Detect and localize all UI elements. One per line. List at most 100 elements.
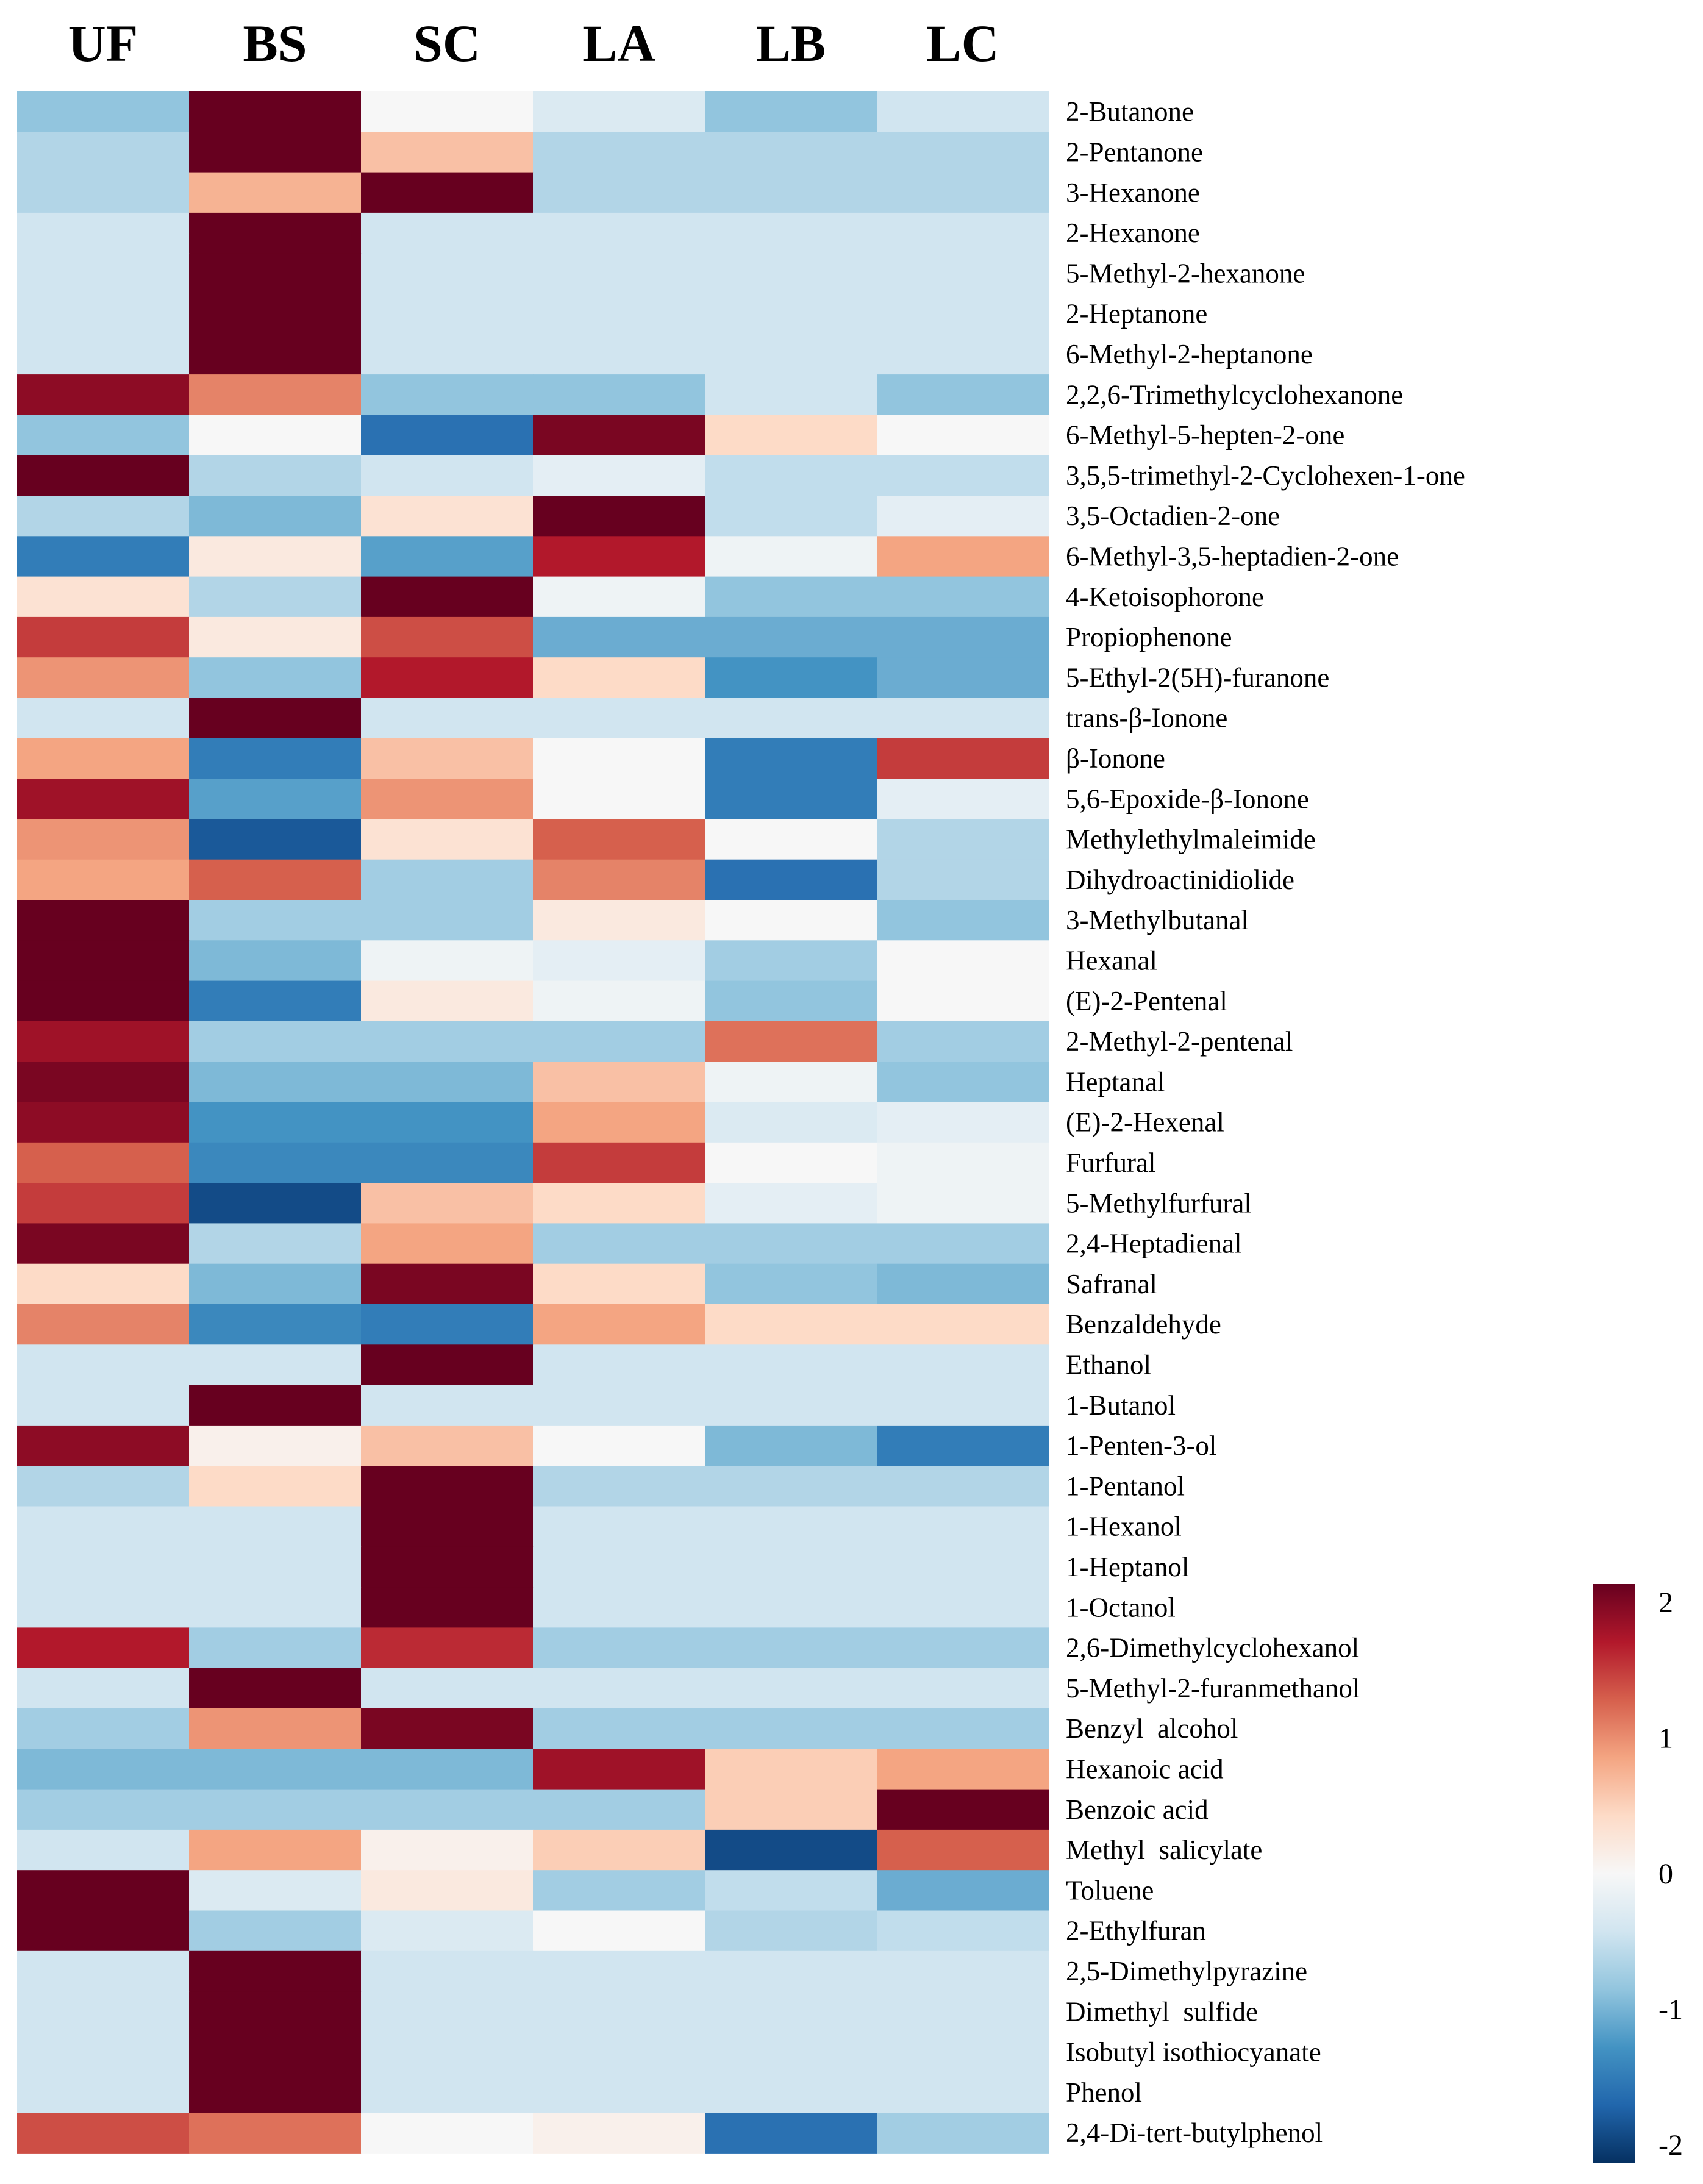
- heatmap-cell: [189, 1870, 362, 1911]
- heatmap-cell: [361, 1749, 534, 1790]
- heatmap-cell: [17, 1183, 190, 1224]
- heatmap-cell: [17, 91, 190, 132]
- heatmap-cell: [533, 334, 705, 375]
- heatmap-cell: [361, 212, 534, 254]
- heatmap-cell: [877, 1708, 1049, 1749]
- heatmap-cell: [705, 1183, 877, 1224]
- heatmap-cell: [877, 1021, 1049, 1062]
- row-label-heptanal: Heptanal: [1066, 1066, 1165, 1097]
- heatmap-cell: [361, 1829, 534, 1871]
- row-label-1-penten-3-ol: 1-Penten-3-ol: [1066, 1430, 1216, 1461]
- heatmap-cell: [877, 940, 1049, 982]
- heatmap-cell: [189, 1587, 362, 1628]
- heatmap-cell: [189, 1021, 362, 1062]
- colorbar: 2 1 0 -1 -2: [1593, 1584, 1683, 2163]
- heatmap-cell: [17, 132, 190, 173]
- heatmap-cell: [17, 1627, 190, 1669]
- heatmap-cell: [533, 2072, 705, 2113]
- heatmap-cell: [877, 1304, 1049, 1345]
- heatmap-cell: [705, 253, 877, 294]
- heatmap-cell: [189, 1102, 362, 1143]
- heatmap-cell: [877, 455, 1049, 496]
- heatmap-cell: [877, 374, 1049, 415]
- heatmap-cell: [189, 455, 362, 496]
- heatmap-cell: [189, 1950, 362, 1992]
- heatmap-cell: [17, 1910, 190, 1952]
- colorbar-tick-label: 1: [1658, 1722, 1673, 1755]
- heatmap-cell: [361, 253, 534, 294]
- heatmap-cell: [189, 576, 362, 618]
- colorbar-tick-label: 2: [1658, 1586, 1673, 1619]
- heatmap-cell: [17, 172, 190, 213]
- heatmap-cell: [17, 1263, 190, 1305]
- row-labels: 2-Butanone 2-Pentanone 3-Hexanone 2-Hexanon…: [1066, 96, 1465, 2148]
- heatmap-cell: [877, 1789, 1049, 1830]
- heatmap-cell: [361, 1021, 534, 1062]
- heatmap-cell: [533, 819, 705, 860]
- heatmap-cell: [17, 1425, 190, 1466]
- heatmap-cell: [361, 779, 534, 819]
- heatmap-cell: [361, 1183, 534, 1224]
- heatmap-cell: [877, 293, 1049, 335]
- heatmap-cell: [877, 1223, 1049, 1265]
- heatmap-cell: [361, 334, 534, 375]
- heatmap-cell: [17, 2072, 190, 2113]
- heatmap-cell: [533, 1668, 705, 1709]
- heatmap-cell: [17, 576, 190, 618]
- heatmap-cell: [189, 91, 362, 132]
- heatmap-cell: [533, 1183, 705, 1224]
- heatmap-cell: [189, 1062, 362, 1103]
- heatmap-cell: [361, 1344, 534, 1386]
- column-label-uf: UF: [68, 14, 138, 73]
- row-label-hexanal: Hexanal: [1066, 945, 1157, 976]
- colorbar-ticks: 2 1 0 -1 -2: [1658, 1586, 1683, 2161]
- heatmap-cell: [189, 1142, 362, 1183]
- heatmap-cell: [189, 738, 362, 779]
- heatmap-cell: [189, 1385, 362, 1426]
- heatmap-cell: [361, 616, 534, 658]
- heatmap-cell: [705, 1263, 877, 1305]
- heatmap-cell: [705, 980, 877, 1022]
- heatmap-cell: [17, 293, 190, 335]
- row-label-3-methylbutanal: 3-Methylbutanal: [1066, 905, 1249, 935]
- heatmap-cell: [361, 859, 534, 901]
- heatmap-cell: [17, 455, 190, 496]
- heatmap-cell: [361, 1263, 534, 1305]
- heatmap-cell: [17, 1304, 190, 1345]
- heatmap-cell: [533, 940, 705, 982]
- heatmap-cell: [17, 1587, 190, 1628]
- heatmap-cell: [705, 496, 877, 537]
- heatmap-cell: [877, 900, 1049, 941]
- heatmap-cell: [877, 2072, 1049, 2113]
- heatmap-cell: [877, 1749, 1049, 1790]
- heatmap-cell: [705, 859, 877, 901]
- heatmap-cell: [189, 1829, 362, 1871]
- row-label-5-ethyl-2-5h-furanone: 5-Ethyl-2(5H)-furanone: [1066, 662, 1329, 693]
- heatmap-cell: [17, 1385, 190, 1426]
- heatmap-cell: [877, 1344, 1049, 1386]
- heatmap-cell: [705, 132, 877, 173]
- heatmap-cell: [361, 1991, 534, 2032]
- heatmap-cell: [189, 1506, 362, 1547]
- row-label-phenol: Phenol: [1066, 2077, 1142, 2108]
- heatmap-cell: [189, 172, 362, 213]
- heatmap-cell: [17, 1102, 190, 1143]
- heatmap-cell: [533, 1021, 705, 1062]
- heatmap-cell: [189, 1668, 362, 1709]
- row-label-hexanoic-acid: Hexanoic acid: [1066, 1754, 1224, 1784]
- heatmap-cell: [533, 1223, 705, 1265]
- heatmap-cell: [17, 1829, 190, 1871]
- heatmap-cell: [189, 212, 362, 254]
- heatmap-cell: [705, 819, 877, 860]
- heatmap-cell: [189, 1546, 362, 1588]
- heatmap-cell: [361, 1304, 534, 1345]
- heatmap-cell: [705, 1102, 877, 1143]
- heatmap-cell: [877, 657, 1049, 699]
- heatmap-cell: [877, 980, 1049, 1022]
- heatmap-cell: [17, 415, 190, 456]
- heatmap-cell: [877, 1991, 1049, 2032]
- heatmap-cell: [877, 859, 1049, 901]
- heatmap-cell: [189, 2072, 362, 2113]
- heatmap-cell: [705, 616, 877, 658]
- heatmap-cell: [361, 657, 534, 699]
